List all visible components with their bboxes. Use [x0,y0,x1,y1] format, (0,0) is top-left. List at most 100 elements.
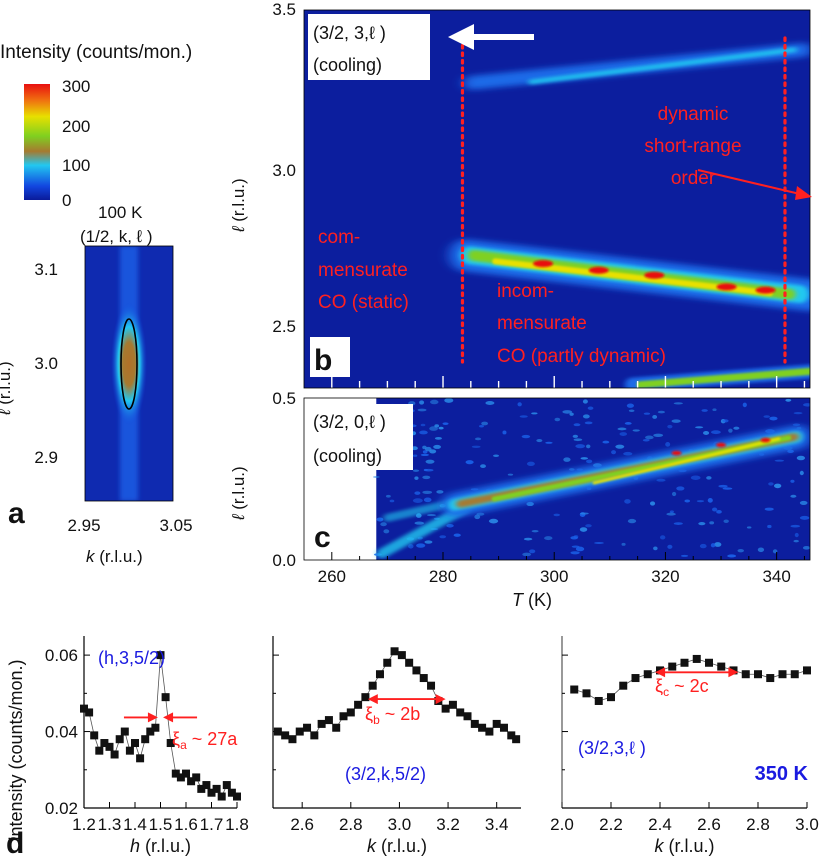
panel-d1-data-point [233,792,241,801]
panel-c-speckle [767,524,772,529]
panel-d1-data-point [120,727,129,736]
panel-c-speckle [571,545,580,548]
panel-d2-data-point [478,723,487,732]
panel-a-label: a [8,497,25,530]
panel-c-speckle [554,417,561,422]
panel-d1-data-point [105,742,114,751]
panel-d1-data-point [202,781,211,790]
panel-c-speckle [521,434,531,439]
annotation-commensurate-2: mensurate [318,260,408,281]
panel-d1-data-point [115,735,124,744]
panel-c-speckle [424,446,432,452]
panel-d1-correlation-length: ξa ~ 27a [172,729,238,752]
panel-c-speckle [785,398,792,402]
panel-d2-xtick-label: 3.4 [485,815,509,834]
annotation-commensurate-3: CO (static) [318,292,409,313]
panel-d2-arrowhead-left [367,694,378,705]
panel-b: (3/2, 3,ℓ ) (cooling) com- mensurate CO … [229,0,812,389]
panel-c-speckle [698,522,706,526]
panel-c-speckle [763,415,770,418]
panel-d3-arrowhead-right [728,667,739,678]
panel-b-ylabel: ℓ (r.l.u.) [229,178,248,233]
panel-d-ytick-label: 0.02 [45,799,78,818]
panel-d1-data-point [187,777,196,786]
dynamic-order-arrow-icon [697,169,812,200]
panel-c-speckle [424,540,433,544]
panel-c-speckle [529,549,536,554]
panel-c-speckle [519,415,528,418]
panel-d2-data-point [354,700,363,709]
colorbar: Intensity (counts/mon.) 300 200 100 0 [0,42,192,210]
xi-a-arrowhead-left [147,712,158,723]
panel-a-contour [120,318,138,410]
panel-c-speckle [733,426,740,430]
panel-c-speckle [444,398,454,403]
panel-a-ytick-2.9: 2.9 [34,448,58,467]
panel-c-speckle [422,450,428,454]
annotation-dynamic-1: dynamic [658,104,729,125]
panel-c-speckle [790,524,801,528]
panel-c-speckle [624,422,632,425]
panel-c-speckle [710,543,716,548]
panel-c-speckle [657,410,665,414]
panel-c-speckle [796,455,806,461]
panel-c-speckle [434,424,440,428]
annotation-incommensurate-3: CO (partly dynamic) [497,346,666,367]
panel-c-legend-line2: (cooling) [313,446,382,466]
panel-c-speckle [714,542,722,547]
panel-d2-data-point [492,719,501,728]
panel-c-speckle [669,510,674,514]
panel-d2-data-point [368,681,377,690]
panel-c-speckle [526,501,534,507]
panel-c-xlabel: T (K) [512,590,552,610]
panel-d2-data-point [427,681,436,690]
panel-d2-data-point [463,712,472,721]
cooling-arrow-head [448,24,474,50]
panel-c-label: c [314,521,331,554]
panel-c-speckle [526,461,535,467]
panel-c-speckle [481,421,489,426]
panel-c-speckle [580,457,588,460]
panel-d1-data-point [141,735,150,744]
panel-d3-xtick-label: 2.8 [746,815,770,834]
panel-d2-data-point [346,708,355,717]
panel-d2-data-point [419,674,428,683]
panel-d1-data-point [207,788,216,797]
panel-c-xtick-labels: 260 280 300 320 340 [318,567,791,586]
panel-d2-series-label: (3/2,k,5/2) [345,764,426,784]
panel-c-speckle [531,529,539,533]
panel-c-speckle [671,491,677,497]
panel-a-ylabel: ℓ (r.l.u.) [0,361,14,416]
panel-c-speckle [757,547,765,553]
panel-c-ytick-0.5: 0.5 [272,389,296,408]
panel-c-speckle [671,419,681,423]
panel-c-speckle [420,423,426,427]
panel-d1-series-label: (h,3,5/2) [98,648,165,668]
panel-d1-data-point [131,739,139,748]
panel-c-speckle [718,484,728,488]
panel-d1-data-point [166,739,175,748]
panel-c-speckle [582,399,588,404]
xi-a-arrowhead-right [163,712,174,723]
panel-a-ytick-3.0: 3.0 [34,354,58,373]
panel-c-speckle [642,438,650,442]
panel-d2-data-point [310,731,319,740]
panel-c-speckle [632,429,640,432]
panel-d1-xlabel: h (r.l.u.) [130,836,191,856]
panel-c-xtick-label: 340 [762,567,790,586]
panel-c-speckle [594,541,604,544]
panel-c-xtick-label: 260 [318,567,346,586]
panel-d1-data-point [125,746,134,755]
panel-d3-data-point [594,696,603,705]
panel-d2-data-point [288,735,297,744]
panel-c-speckle [746,526,752,529]
panel-c-speckle [419,430,428,435]
panel-c-speckle [587,406,594,410]
panel-c-speckle [570,551,580,555]
panel-a-subtitle: (1/2, k, ℓ ) [80,227,153,246]
panel-c-speckle [799,515,810,520]
panel-c-legend-box [309,404,413,470]
panel-c-speckle [673,522,683,525]
panel-d2-data-point [361,693,370,702]
panel-c-speckle [517,402,522,407]
